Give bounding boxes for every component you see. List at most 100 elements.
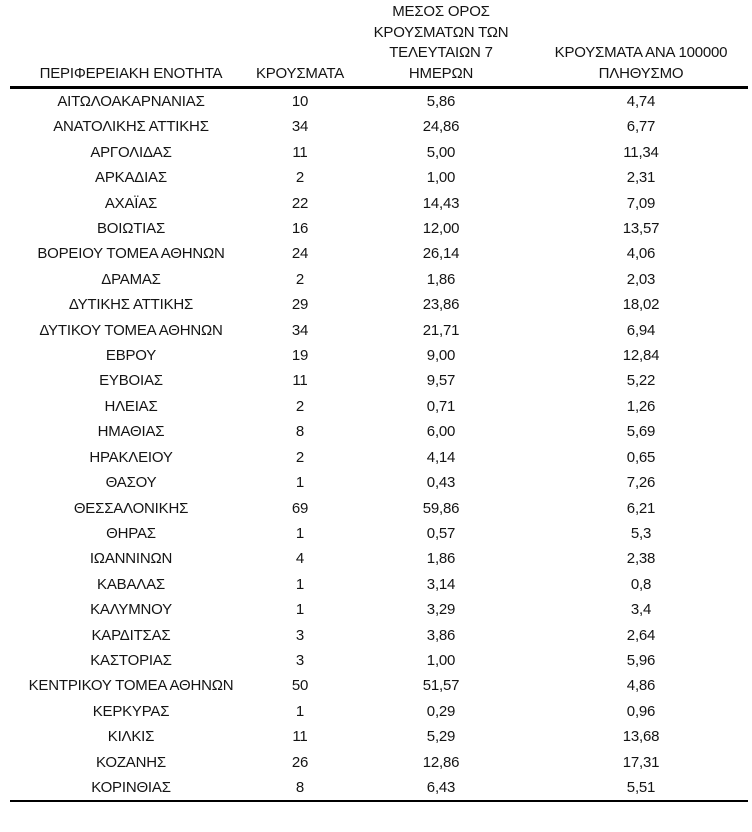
table-row: ΔΡΑΜΑΣ 2 1,86 2,03 (10, 267, 748, 292)
cases-value: 1 (295, 474, 305, 492)
region-name: ΚΑΣΤΟΡΙΑΣ (90, 651, 172, 669)
per100k-value: 6,77 (626, 118, 656, 136)
per100k-value: 7,09 (626, 194, 656, 212)
cases-value: 11 (292, 143, 308, 161)
per100k-value: 0,65 (626, 448, 656, 466)
region-name: ΙΩΑΝΝΙΝΩΝ (89, 550, 173, 568)
cases-value: 19 (291, 347, 309, 365)
cases-value: 4 (295, 550, 305, 568)
per100k-value: 13,57 (622, 220, 660, 238)
avg7-cases-value: 1,86 (426, 270, 456, 288)
region-name: ΚΙΛΚΙΣ (107, 728, 155, 746)
region-name: ΔΥΤΙΚΟΥ ΤΟΜΕΑ ΑΘΗΝΩΝ (39, 321, 223, 339)
per100k-value: 3,4 (630, 601, 652, 619)
avg7-cases-value: 14,43 (422, 194, 460, 212)
region-name: ΘΕΣΣΑΛΟΝΙΚΗΣ (73, 499, 189, 517)
region-name: ΚΑΡΔΙΤΣΑΣ (91, 626, 171, 644)
per100k-value: 5,69 (626, 423, 656, 441)
table-row: ΑΧΑΪΑΣ 22 14,43 7,09 (10, 191, 748, 216)
per100k-value: 5,22 (626, 372, 656, 390)
cases-value: 1 (295, 524, 305, 542)
region-name: ΑΙΤΩΛΟΑΚΑΡΝΑΝΙΑΣ (57, 93, 205, 110)
region-name: ΘΗΡΑΣ (106, 524, 156, 542)
per100k-value: 0,8 (630, 575, 652, 593)
avg7-cases-value: 0,29 (426, 702, 456, 720)
table-row: ΚΟΡΙΝΘΙΑΣ 8 6,43 5,51 (10, 775, 748, 802)
table-row: ΑΡΓΟΛΙΔΑΣ 11 5,00 11,34 (10, 140, 748, 165)
per100k-value: 4,86 (626, 677, 656, 695)
per100k-value: 6,94 (626, 321, 656, 339)
table-row: ΘΕΣΣΑΛΟΝΙΚΗΣ 69 59,86 6,21 (10, 496, 748, 521)
table-row: ΚΕΝΤΡΙΚΟΥ ΤΟΜΕΑ ΑΘΗΝΩΝ 50 51,57 4,86 (10, 673, 748, 698)
per100k-value: 5,3 (630, 524, 652, 542)
cases-value: 26 (291, 753, 309, 771)
per100k-value: 7,26 (626, 474, 656, 492)
region-name: ΚΟΖΑΝΗΣ (96, 753, 166, 771)
region-name: ΔΡΑΜΑΣ (101, 270, 161, 288)
table-row: ΚΙΛΚΙΣ 11 5,29 13,68 (10, 724, 748, 749)
table-row: ΕΥΒΟΙΑΣ 11 9,57 5,22 (10, 368, 748, 393)
cases-value: 29 (291, 296, 309, 314)
cases-value: 69 (291, 499, 309, 517)
avg7-cases-value: 59,86 (422, 499, 460, 517)
region-name: ΚΟΡΙΝΘΙΑΣ (91, 778, 171, 796)
table-row: ΔΥΤΙΚΟΥ ΤΟΜΕΑ ΑΘΗΝΩΝ 34 21,71 6,94 (10, 318, 748, 343)
col-header-cases: ΚΡΟΥΣΜΑΤΑ (255, 64, 345, 82)
cases-value: 50 (291, 677, 309, 695)
cases-value: 1 (295, 601, 305, 619)
table-row: ΚΑΡΔΙΤΣΑΣ 3 3,86 2,64 (10, 623, 748, 648)
cases-value: 2 (295, 397, 305, 415)
table-row: ΒΟΡΕΙΟΥ ΤΟΜΕΑ ΑΘΗΝΩΝ 24 26,14 4,06 (10, 241, 748, 266)
region-name: ΑΧΑΪΑΣ (104, 194, 158, 212)
cases-value: 8 (295, 423, 305, 441)
per100k-value: 2,03 (626, 270, 656, 288)
cases-value: 24 (291, 245, 309, 263)
avg7-cases-value: 5,00 (426, 143, 456, 161)
per100k-value: 11,34 (623, 143, 659, 161)
per100k-value: 18,02 (622, 296, 660, 314)
cases-value: 16 (291, 220, 309, 238)
avg7-cases-value: 12,00 (422, 220, 460, 238)
cases-value: 3 (295, 651, 305, 669)
table-row: ΒΟΙΩΤΙΑΣ 16 12,00 13,57 (10, 216, 748, 241)
cases-table: ΠΕΡΙΦΕΡΕΙΑΚΗ ΕΝΟΤΗΤΑ ΚΡΟΥΣΜΑΤΑ ΜΕΣΟΣ ΟΡΟ… (10, 2, 748, 802)
avg7-cases-value: 3,86 (426, 626, 456, 644)
header-row: ΠΕΡΙΦΕΡΕΙΑΚΗ ΕΝΟΤΗΤΑ ΚΡΟΥΣΜΑΤΑ ΜΕΣΟΣ ΟΡΟ… (10, 2, 748, 88)
avg7-cases-value: 0,71 (426, 397, 456, 415)
per100k-value: 13,68 (622, 728, 660, 746)
region-name: ΒΟΙΩΤΙΑΣ (96, 220, 166, 238)
avg7-cases-value: 0,43 (426, 474, 456, 492)
region-name: ΗΜΑΘΙΑΣ (97, 423, 165, 441)
table-row: ΔΥΤΙΚΗΣ ΑΤΤΙΚΗΣ 29 23,86 18,02 (10, 292, 748, 317)
per100k-value: 0,96 (626, 702, 656, 720)
cases-value: 34 (291, 118, 309, 136)
table-row: ΗΜΑΘΙΑΣ 8 6,00 5,69 (10, 419, 748, 444)
cases-value: 22 (291, 194, 309, 212)
table-row: ΘΗΡΑΣ 1 0,57 5,3 (10, 521, 748, 546)
cases-value: 11 (292, 728, 308, 746)
region-name: ΚΑΒΑΛΑΣ (97, 575, 165, 593)
avg7-cases-value: 23,86 (422, 296, 460, 314)
cases-value: 10 (291, 93, 309, 110)
avg7-cases-value: 21,71 (422, 321, 460, 339)
per100k-value: 4,06 (626, 245, 656, 263)
region-name: ΑΡΓΟΛΙΔΑΣ (90, 143, 172, 161)
avg7-cases-value: 4,14 (426, 448, 456, 466)
per100k-value: 1,26 (626, 397, 656, 415)
region-name: ΚΕΝΤΡΙΚΟΥ ΤΟΜΕΑ ΑΘΗΝΩΝ (28, 677, 234, 695)
per100k-value: 4,74 (626, 93, 656, 110)
avg7-cases-value: 26,14 (422, 245, 460, 263)
avg7-cases-value: 9,00 (426, 347, 456, 365)
avg7-cases-value: 6,43 (426, 778, 456, 796)
per100k-value: 6,21 (626, 499, 656, 517)
avg7-cases-value: 51,57 (422, 677, 460, 695)
cases-value: 1 (295, 702, 305, 720)
table-row: ΗΡΑΚΛΕΙΟΥ 2 4,14 0,65 (10, 445, 748, 470)
cases-value: 2 (295, 169, 305, 187)
avg7-cases-value: 9,57 (426, 372, 456, 390)
avg7-cases-value: 5,29 (426, 728, 456, 746)
cases-value: 2 (295, 270, 305, 288)
cases-value: 8 (295, 778, 305, 796)
avg7-cases-value: 3,14 (426, 575, 456, 593)
cases-value: 1 (295, 575, 305, 593)
